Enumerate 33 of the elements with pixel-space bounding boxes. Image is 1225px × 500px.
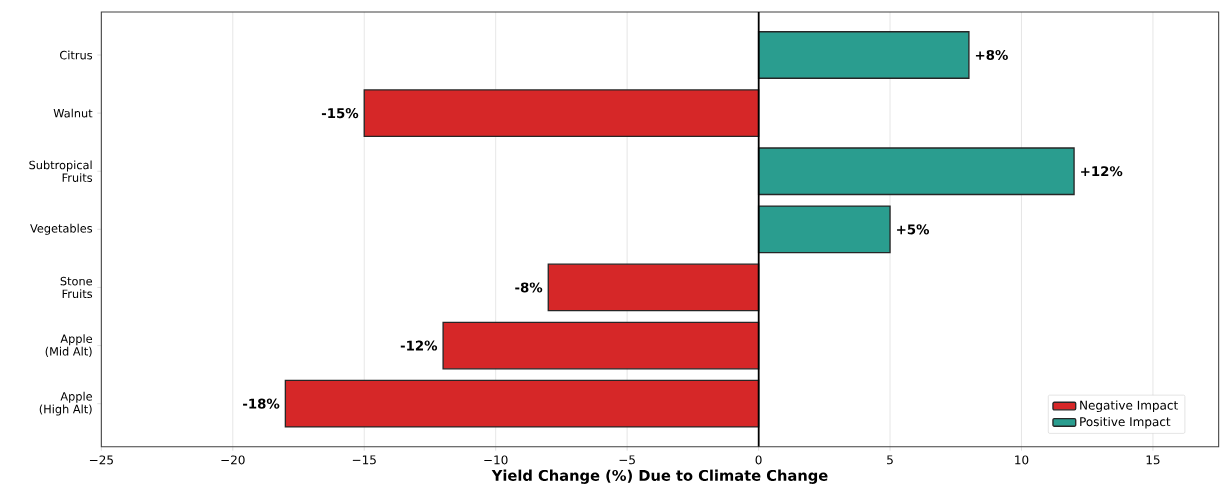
bar <box>757 205 891 254</box>
bar <box>363 89 760 138</box>
x-tick-label: 10 <box>1015 455 1029 465</box>
legend-label: Negative Impact <box>1080 400 1178 413</box>
bar <box>442 321 760 370</box>
data-label: -15% <box>321 108 359 119</box>
x-tick-label: −10 <box>484 455 508 465</box>
y-tick-label: Apple (Mid Alt) <box>45 334 93 357</box>
x-axis-title: Yield Change (%) Due to Climate Change <box>491 469 828 484</box>
x-tick-label: 5 <box>887 455 893 465</box>
data-label: +12% <box>1081 166 1123 177</box>
bar <box>757 31 970 79</box>
x-tick-label: −25 <box>89 455 113 465</box>
y-tick-label: Vegetables <box>30 223 93 235</box>
data-label: -18% <box>243 398 280 409</box>
legend-label: Positive Impact <box>1080 416 1171 429</box>
data-label: +8% <box>975 49 1008 61</box>
x-tick-label: −20 <box>221 455 245 465</box>
y-tick-label: Citrus <box>59 50 93 60</box>
data-label: -8% <box>515 282 543 293</box>
y-tick-label: Walnut <box>53 108 93 118</box>
bar <box>284 379 760 428</box>
bar <box>757 147 1075 196</box>
x-tick-label: 15 <box>1146 455 1160 465</box>
y-tick-label: Apple (High Alt) <box>39 391 93 416</box>
x-tick-label: 0 <box>755 455 762 465</box>
bar <box>547 263 760 312</box>
data-label: -12% <box>400 340 438 351</box>
y-tick-label: Stone Fruits <box>60 276 93 299</box>
data-label: +5% <box>897 224 930 235</box>
x-tick-label: −15 <box>352 455 376 465</box>
x-tick-label: −5 <box>619 455 635 465</box>
y-tick-label: Subtropical Fruits <box>29 160 93 182</box>
